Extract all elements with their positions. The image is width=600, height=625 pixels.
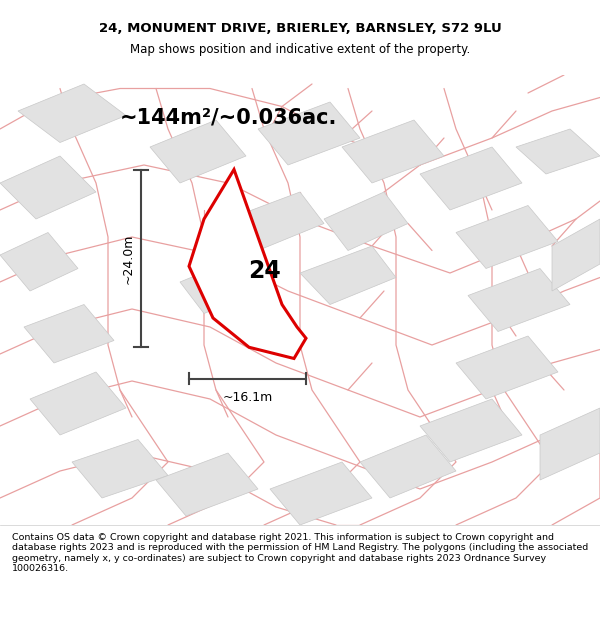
Polygon shape [552,219,600,291]
Polygon shape [228,192,324,251]
Polygon shape [468,269,570,331]
Polygon shape [258,102,360,165]
Polygon shape [0,156,96,219]
Polygon shape [0,232,78,291]
Polygon shape [324,192,408,251]
Text: Contains OS data © Crown copyright and database right 2021. This information is : Contains OS data © Crown copyright and d… [12,533,588,573]
Polygon shape [342,120,444,183]
Text: 24: 24 [248,259,280,282]
Polygon shape [180,255,270,314]
Text: ~24.0m: ~24.0m [121,233,134,284]
Polygon shape [516,129,600,174]
Polygon shape [189,169,306,359]
Text: 24, MONUMENT DRIVE, BRIERLEY, BARNSLEY, S72 9LU: 24, MONUMENT DRIVE, BRIERLEY, BARNSLEY, … [98,22,502,36]
Polygon shape [18,84,126,142]
Polygon shape [156,453,258,516]
Text: ~144m²/~0.036ac.: ~144m²/~0.036ac. [119,107,337,127]
Polygon shape [270,462,372,525]
Polygon shape [360,435,456,498]
Polygon shape [540,408,600,480]
Polygon shape [420,399,522,462]
Text: Map shows position and indicative extent of the property.: Map shows position and indicative extent… [130,43,470,56]
Polygon shape [420,147,522,210]
Polygon shape [150,120,246,183]
Polygon shape [24,304,114,363]
Polygon shape [30,372,126,435]
Polygon shape [72,439,168,498]
Polygon shape [456,206,558,269]
Polygon shape [456,336,558,399]
Polygon shape [300,246,396,304]
Text: ~16.1m: ~16.1m [223,391,272,404]
